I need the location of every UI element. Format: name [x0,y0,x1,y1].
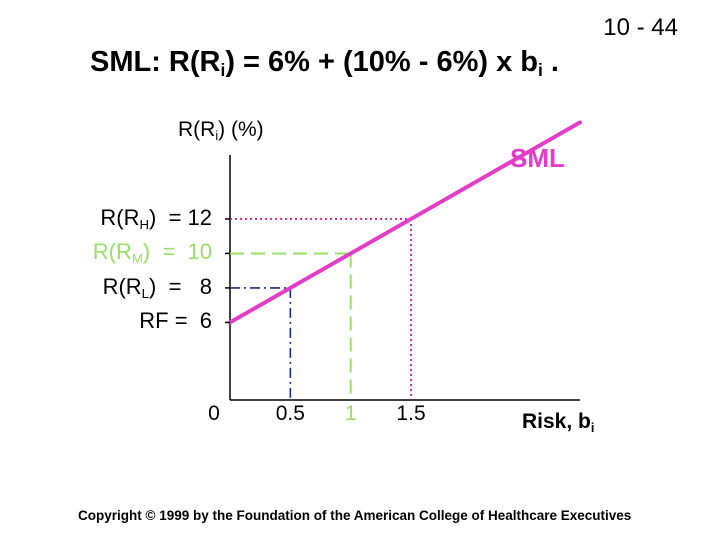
y-axis-title: R(Ri) (%) [178,118,264,143]
x-axis-title: Risk, bi [522,410,595,435]
x-tick-label-1: 1 [344,402,357,425]
y-label-12: R(RH) = 12 [100,204,212,232]
sml-line [228,120,582,325]
y-label-10: R(RM) = 10 [92,239,212,267]
y-label-8: R(RL) = 8 [102,273,212,301]
slide-number: 10 - 44 [603,14,678,41]
x-tick-label-0.5: 0.5 [275,402,305,425]
slide-title: SML: R(Ri) = 6% + (10% - 6%) x bi . [90,46,559,81]
x-tick-label-0: 0 [208,402,220,425]
copyright-notice: Copyright © 1999 by the Foundation of th… [78,508,632,523]
x-tick-label-1.5: 1.5 [396,402,426,425]
y-label-6: RF = 6 [139,308,212,334]
